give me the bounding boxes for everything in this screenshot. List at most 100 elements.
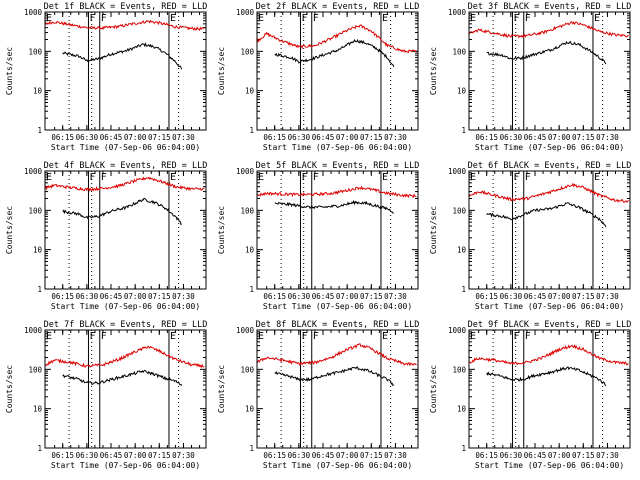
y-tick-label: 100	[452, 365, 466, 374]
plot-frame	[256, 329, 419, 449]
y-tick-label: 1	[249, 126, 254, 135]
x-tick-label: 06:30	[288, 133, 311, 142]
marker-label: E	[258, 13, 264, 24]
y-tick-label: 1	[37, 285, 42, 294]
y-tick-label: 1	[249, 444, 254, 453]
panel-9: Det 9f BLACK = Events, RED = LLD Counts/s…	[429, 320, 631, 470]
y-tick-label: 1000	[24, 326, 43, 335]
x-tick-label: 06:45	[312, 133, 335, 142]
marker-label: F	[101, 331, 107, 342]
x-tick-label: 07:15	[360, 292, 383, 301]
x-axis-label: Start Time (07-Sep-06 06:04:00)	[263, 143, 412, 152]
x-tick-label: 07:00	[336, 451, 359, 460]
series-line-lld	[44, 345, 205, 369]
x-tick-label: 07:00	[548, 292, 571, 301]
x-tick-label: 06:15	[263, 133, 286, 142]
x-tick-label: 07:15	[148, 451, 171, 460]
series-line-lld	[468, 182, 629, 203]
x-tick-label: 07:15	[148, 133, 171, 142]
x-tick-label: 06:45	[312, 292, 335, 301]
x-tick-label: 07:15	[360, 133, 383, 142]
y-axis-label: Counts/sec	[5, 365, 14, 413]
y-tick-label: 100	[240, 206, 254, 215]
marker-label: E	[470, 172, 476, 183]
marker-label: E	[170, 172, 176, 183]
marker-label: E	[470, 13, 476, 24]
y-axis-label: Counts/sec	[429, 47, 438, 95]
panel-2: Det 2f BLACK = Events, RED = LLD Counts/s…	[217, 2, 419, 152]
y-tick-label: 1	[461, 126, 466, 135]
marker-label: F	[313, 13, 319, 24]
marker-label: F	[513, 172, 519, 183]
plot-frame	[468, 11, 631, 131]
y-tick-label: 1000	[236, 8, 255, 17]
x-axis-label: Start Time (07-Sep-06 06:04:00)	[51, 461, 200, 470]
x-tick-label: 06:15	[263, 451, 286, 460]
y-tick-label: 10	[33, 246, 43, 255]
x-tick-label: 06:15	[475, 451, 498, 460]
x-tick-label: 06:30	[76, 133, 99, 142]
panel-6: Det 6f BLACK = Events, RED = LLD Counts/s…	[429, 161, 631, 311]
y-tick-label: 10	[245, 246, 255, 255]
y-tick-label: 1000	[24, 167, 43, 176]
y-tick-label: 1000	[236, 167, 255, 176]
plot-frame	[44, 170, 207, 290]
marker-label: E	[258, 172, 264, 183]
x-tick-label: 07:30	[172, 451, 195, 460]
series-line-lld	[44, 176, 205, 192]
marker-label: F	[313, 331, 319, 342]
x-tick-label: 07:30	[172, 292, 195, 301]
series-line-events	[274, 38, 395, 68]
panel-title: Det 5f BLACK = Events, RED = LLD	[256, 161, 420, 171]
x-tick-label: 07:30	[384, 292, 407, 301]
x-axis-label: Start Time (07-Sep-06 06:04:00)	[51, 143, 200, 152]
y-axis-label: Counts/sec	[217, 47, 226, 95]
x-axis-label: Start Time (07-Sep-06 06:04:00)	[475, 143, 624, 152]
marker-label: F	[89, 13, 95, 24]
x-tick-label: 06:45	[524, 133, 547, 142]
y-tick-label: 1000	[448, 326, 467, 335]
x-tick-label: 06:15	[475, 292, 498, 301]
marker-label: E	[46, 13, 52, 24]
y-tick-label: 1000	[448, 8, 467, 17]
y-tick-label: 10	[245, 87, 255, 96]
marker-label: E	[170, 13, 176, 24]
marker-label: E	[46, 331, 52, 342]
x-tick-label: 06:45	[524, 451, 547, 460]
series-line-events	[62, 197, 183, 226]
x-tick-label: 07:00	[124, 133, 147, 142]
marker-label: F	[89, 172, 95, 183]
x-tick-label: 07:15	[572, 292, 595, 301]
x-tick-label: 07:15	[572, 451, 595, 460]
x-axis-label: Start Time (07-Sep-06 06:04:00)	[263, 461, 412, 470]
y-axis-label: Counts/sec	[429, 206, 438, 254]
x-tick-label: 07:00	[124, 451, 147, 460]
y-tick-label: 10	[33, 87, 43, 96]
plot-frame	[468, 329, 631, 449]
marker-label: E	[170, 331, 176, 342]
y-tick-label: 1	[461, 444, 466, 453]
x-tick-label: 07:15	[148, 292, 171, 301]
y-tick-label: 10	[457, 87, 467, 96]
marker-label: F	[513, 331, 519, 342]
panel-1: Det 1f BLACK = Events, RED = LLD Counts/s…	[5, 2, 207, 152]
y-tick-label: 1	[37, 126, 42, 135]
marker-label: F	[525, 331, 531, 342]
marker-label: E	[382, 331, 388, 342]
plot-frame	[468, 170, 631, 290]
series-line-lld	[256, 343, 417, 367]
x-tick-label: 07:15	[360, 451, 383, 460]
marker-label: E	[258, 331, 264, 342]
series-line-events	[62, 369, 183, 386]
series-line-events	[62, 42, 183, 70]
marker-label: F	[513, 13, 519, 24]
plot-frame	[44, 11, 207, 131]
x-tick-label: 06:30	[500, 292, 523, 301]
panel-title: Det 1f BLACK = Events, RED = LLD	[44, 2, 208, 12]
marker-label: F	[101, 172, 107, 183]
x-tick-label: 07:30	[384, 451, 407, 460]
x-tick-label: 06:30	[76, 451, 99, 460]
y-axis-label: Counts/sec	[217, 365, 226, 413]
x-tick-label: 06:15	[51, 133, 74, 142]
